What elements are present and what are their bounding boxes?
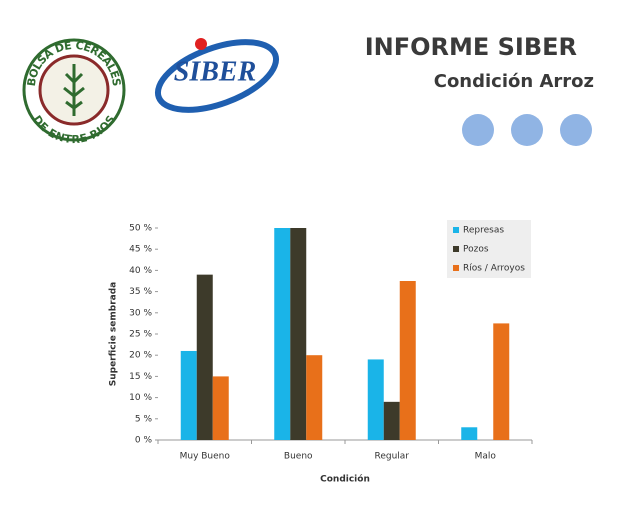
dot [511,114,543,146]
chart: 0 % 5 % 10 % 15 % 20 % 25 % 30 % 35 % 40 % 45 % 50… [109,220,533,485]
brand: SIBER [174,56,257,87]
legend-label: Pozos [463,245,489,255]
x-tick-label: Muy Bueno [180,452,231,462]
legend-swatch [453,246,459,252]
x-tick-label: Malo [475,452,497,462]
y-tick-label: 40 % [129,266,152,276]
y-tick-label: 5 % [135,414,153,424]
y-axis-label: Superficie sembrada [109,282,119,387]
bar [306,355,323,440]
y-tick-label: 15 % [129,372,152,382]
legend-label: Ríos / Arroyos [463,264,525,274]
y-tick-label: 10 % [129,393,152,403]
bar [367,359,384,440]
y-tick-label: 25 % [129,330,152,340]
bar [180,350,197,440]
bar [461,427,478,440]
dot [462,114,494,146]
logo-siber: SIBER [154,38,280,113]
bar [290,228,307,440]
y-tick-label: 0 % [135,436,153,446]
x-tick-label: Regular [374,452,409,462]
bar [383,401,400,440]
legend-box [447,220,531,278]
subtitle: Condición Arroz [434,71,594,92]
bar [274,228,291,440]
x-axis-label: Condición [320,474,370,485]
legend-swatch [453,227,459,233]
dot [560,114,592,146]
bar [493,323,510,440]
y-tick-label: 20 % [129,351,152,361]
title: INFORME SIBER [365,33,577,61]
legend-label: Represas [463,226,504,236]
y-tick-label: 30 % [129,308,152,318]
x-tick-label: Bueno [284,452,313,462]
bar [212,376,229,440]
bar [196,274,213,440]
y-tick-label: 35 % [129,287,152,297]
y-tick-label: 45 % [129,245,152,255]
legend-swatch [453,265,459,271]
y-tick-label: 50 % [129,224,152,234]
bar [399,281,416,440]
